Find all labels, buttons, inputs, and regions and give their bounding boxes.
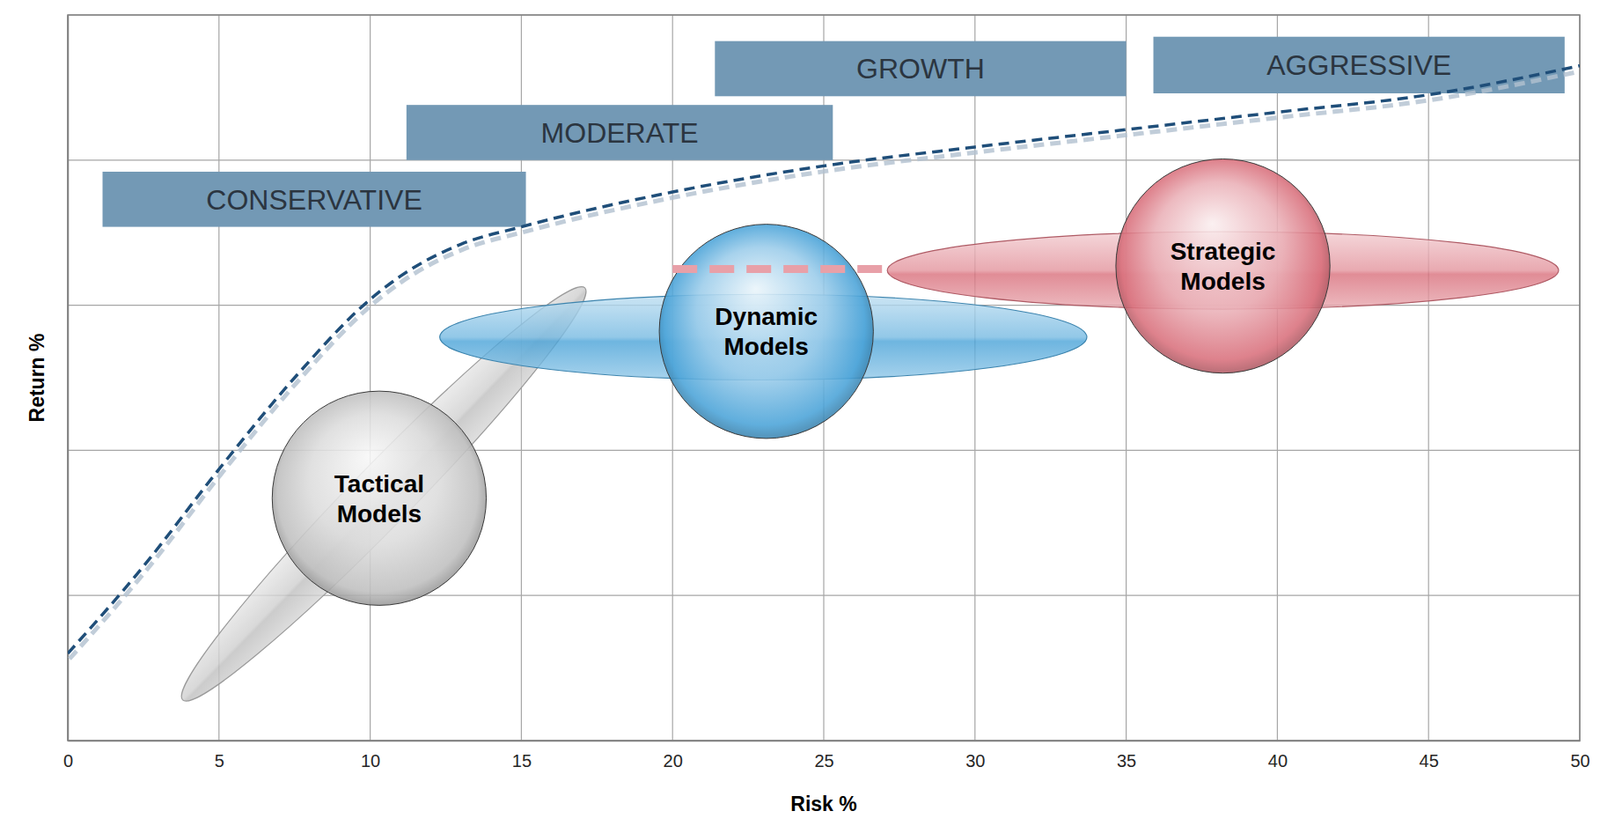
- model-label-line: Strategic: [1170, 237, 1277, 265]
- x-tick: 45: [1419, 740, 1439, 771]
- x-tick: 40: [1268, 740, 1288, 771]
- model-label-line: Tactical: [334, 469, 425, 498]
- x-tick: 20: [663, 740, 683, 771]
- marks: [67, 36, 1580, 721]
- category-band: [714, 41, 1126, 97]
- grid: [67, 14, 1580, 741]
- x-tick-label: 25: [814, 750, 834, 771]
- x-tick-label: 40: [1268, 750, 1288, 771]
- grid-line-x: [1428, 14, 1430, 741]
- grid-line-x: [369, 14, 371, 741]
- grid-line-x: [1125, 14, 1127, 741]
- plot-background: [67, 14, 1580, 741]
- model-label-line: Models: [1180, 267, 1265, 295]
- model-label: DynamicModels: [714, 302, 818, 360]
- band-label: GROWTH: [856, 52, 985, 85]
- x-tick: 10: [360, 740, 381, 771]
- x-tick-label: 35: [1116, 750, 1137, 771]
- x-tick: 5: [214, 740, 225, 771]
- x-tick-label: 10: [360, 750, 381, 771]
- category-band: [102, 171, 527, 228]
- band-label: CONSERVATIVE: [205, 183, 422, 216]
- x-axis: 0 5 10 15 20 25 30 35 40 45 50: [63, 740, 1591, 771]
- x-tick-label: 0: [63, 750, 74, 771]
- x-axis-title: Risk %: [790, 792, 857, 815]
- model-label: StrategicModels: [1170, 237, 1277, 295]
- model-label-line: Models: [723, 332, 808, 360]
- grid-line-x: [974, 14, 976, 741]
- model-bubble: [271, 390, 486, 605]
- model-label-line: Dynamic: [714, 302, 818, 331]
- model-label-line: Models: [337, 499, 422, 528]
- category-band: [1153, 36, 1565, 94]
- grid-line-x: [218, 14, 220, 741]
- x-tick: 15: [512, 740, 532, 771]
- model-bubble: [1115, 158, 1330, 373]
- x-tick: 50: [1570, 740, 1590, 771]
- chart: 0 5 10 15 20 25 30 35 40 45 50 Risk % Return % CONSER…: [0, 0, 1600, 826]
- x-tick: 25: [814, 740, 834, 771]
- x-tick: 35: [1116, 740, 1137, 771]
- model-label: TacticalModels: [334, 469, 425, 528]
- model-bubble: [659, 224, 874, 439]
- x-tick: 30: [965, 740, 985, 771]
- x-tick-label: 20: [663, 750, 683, 771]
- x-tick-label: 15: [512, 750, 532, 771]
- x-tick: 0: [63, 740, 74, 771]
- labels: CONSERVATIVE MODERATE GROWTH AGGRESSIVE Tact…: [205, 49, 1452, 527]
- category-band: [406, 104, 833, 161]
- x-tick-label: 50: [1570, 750, 1590, 771]
- x-tick-label: 30: [965, 750, 985, 771]
- x-tick-label: 5: [214, 750, 225, 771]
- band-label: AGGRESSIVE: [1266, 49, 1452, 81]
- y-axis-title: Return %: [25, 333, 49, 423]
- connector-line: [672, 264, 888, 273]
- plot-frame: [67, 14, 1580, 741]
- x-tick-label: 45: [1419, 750, 1439, 771]
- band-label: MODERATE: [541, 117, 699, 149]
- grid-line-x: [1277, 14, 1278, 741]
